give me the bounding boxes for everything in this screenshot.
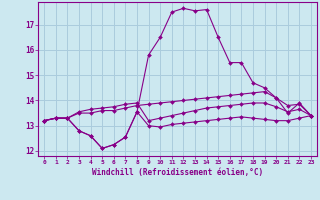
X-axis label: Windchill (Refroidissement éolien,°C): Windchill (Refroidissement éolien,°C) xyxy=(92,168,263,177)
